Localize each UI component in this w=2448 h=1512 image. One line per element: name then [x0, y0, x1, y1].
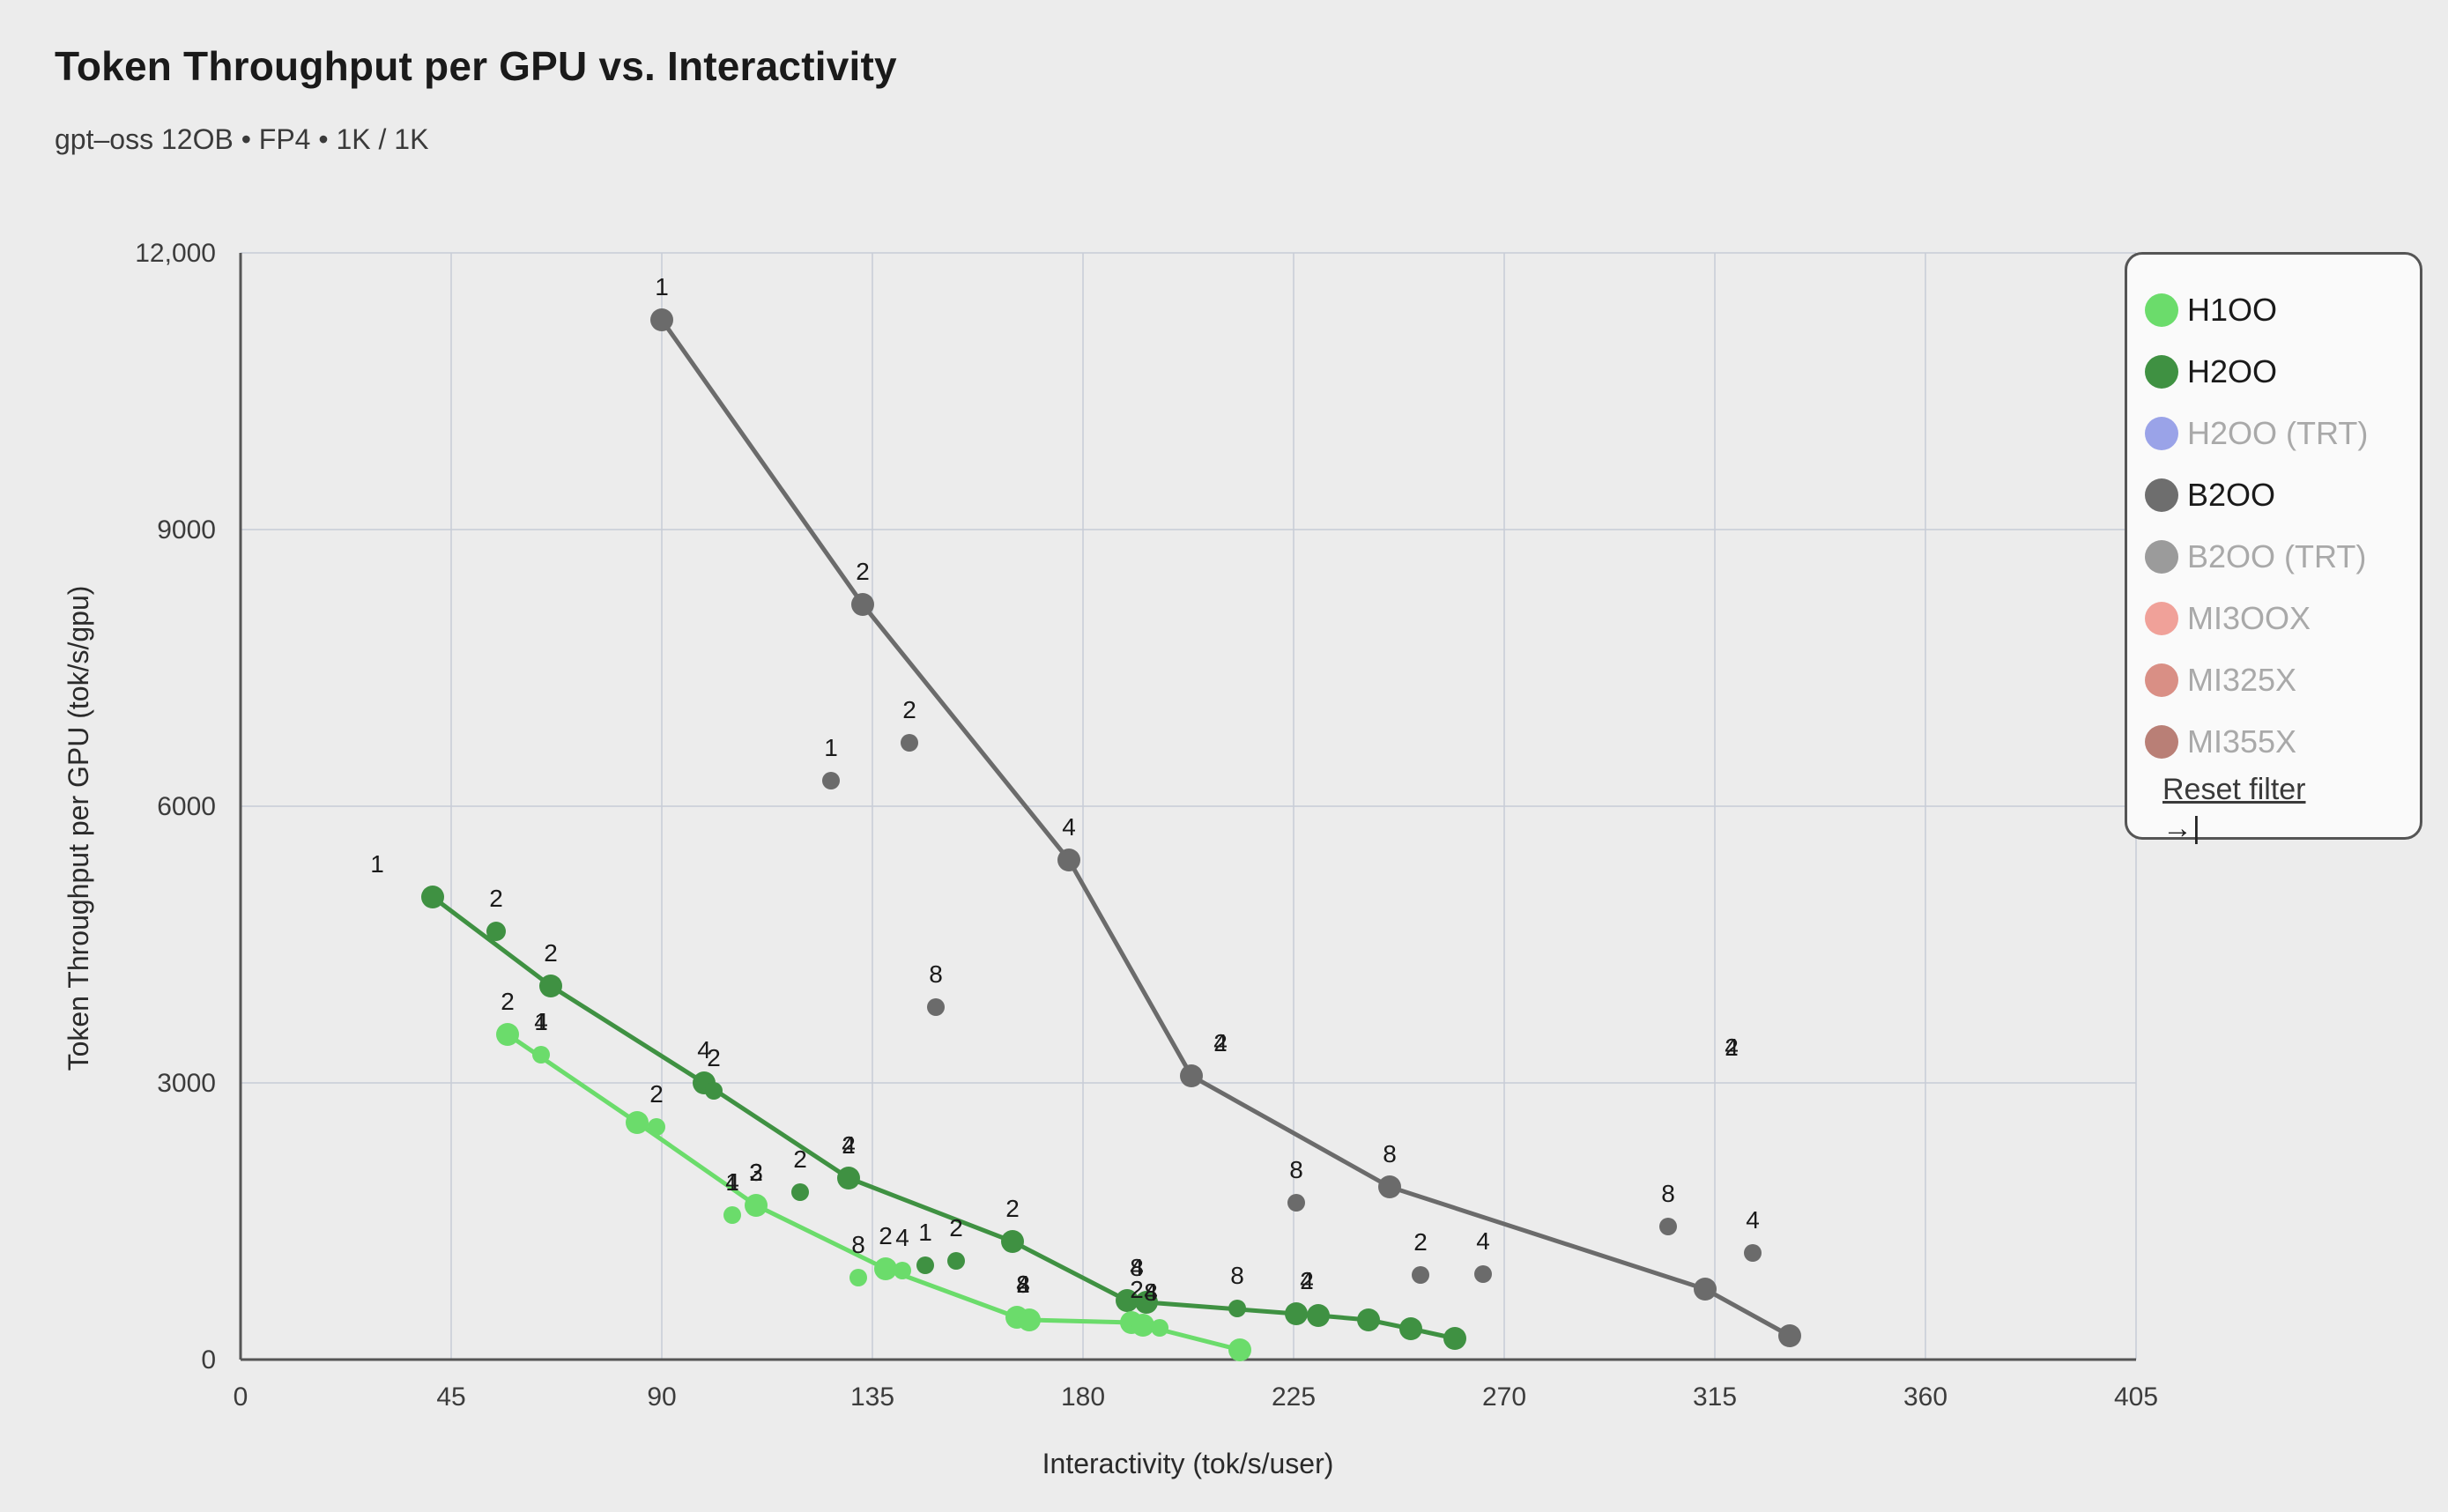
- svg-text:360: 360: [1903, 1382, 1947, 1412]
- svg-text:Interactivity (tok/s/user): Interactivity (tok/s/user): [1042, 1448, 1334, 1479]
- svg-text:8: 8: [1289, 1156, 1303, 1183]
- svg-text:2: 2: [949, 1214, 963, 1241]
- svg-text:12,000: 12,000: [135, 239, 216, 268]
- svg-text:4: 4: [895, 1224, 909, 1251]
- svg-text:2: 2: [902, 696, 916, 723]
- svg-text:4: 4: [1144, 1279, 1158, 1306]
- svg-text:90: 90: [647, 1382, 676, 1412]
- svg-text:4: 4: [1746, 1206, 1760, 1234]
- svg-text:315: 315: [1693, 1382, 1737, 1412]
- svg-text:405: 405: [2114, 1382, 2158, 1412]
- svg-text:4: 4: [1725, 1034, 1739, 1061]
- svg-text:135: 135: [850, 1382, 894, 1412]
- svg-text:4: 4: [1062, 813, 1076, 841]
- svg-text:1: 1: [824, 734, 838, 761]
- svg-text:2: 2: [1413, 1228, 1428, 1256]
- svg-text:8: 8: [851, 1231, 865, 1258]
- svg-text:2: 2: [707, 1044, 721, 1071]
- svg-text:6000: 6000: [157, 792, 216, 821]
- svg-text:1: 1: [655, 273, 669, 300]
- svg-text:0: 0: [201, 1345, 216, 1375]
- svg-text:4: 4: [1213, 1029, 1228, 1056]
- svg-text:2: 2: [489, 885, 503, 912]
- svg-text:8: 8: [1230, 1262, 1244, 1289]
- svg-text:1: 1: [370, 850, 384, 878]
- svg-text:2: 2: [501, 988, 515, 1015]
- svg-text:4: 4: [1300, 1267, 1314, 1294]
- svg-text:4: 4: [534, 1008, 548, 1035]
- svg-text:Token Throughput per GPU (tok/: Token Throughput per GPU (tok/s/gpu): [63, 586, 94, 1071]
- svg-text:180: 180: [1061, 1382, 1105, 1412]
- svg-text:4: 4: [1476, 1227, 1490, 1255]
- svg-text:2: 2: [1130, 1276, 1144, 1303]
- svg-text:2: 2: [879, 1222, 893, 1249]
- svg-text:3000: 3000: [157, 1069, 216, 1098]
- svg-text:1: 1: [918, 1219, 932, 1246]
- svg-text:8: 8: [1661, 1180, 1675, 1207]
- svg-text:4: 4: [1016, 1271, 1030, 1298]
- svg-text:3: 3: [749, 1159, 763, 1186]
- svg-text:45: 45: [436, 1382, 465, 1412]
- svg-text:2: 2: [793, 1145, 807, 1173]
- svg-text:0: 0: [234, 1382, 249, 1412]
- svg-text:2: 2: [1005, 1195, 1020, 1222]
- svg-text:8: 8: [1383, 1140, 1397, 1167]
- svg-text:2: 2: [649, 1080, 664, 1108]
- svg-text:9000: 9000: [157, 515, 216, 545]
- svg-text:8: 8: [929, 960, 943, 988]
- svg-text:2: 2: [544, 939, 558, 967]
- svg-text:4: 4: [725, 1168, 739, 1196]
- svg-text:270: 270: [1482, 1382, 1526, 1412]
- svg-text:4: 4: [842, 1131, 856, 1159]
- svg-text:225: 225: [1272, 1382, 1316, 1412]
- svg-text:2: 2: [856, 558, 870, 585]
